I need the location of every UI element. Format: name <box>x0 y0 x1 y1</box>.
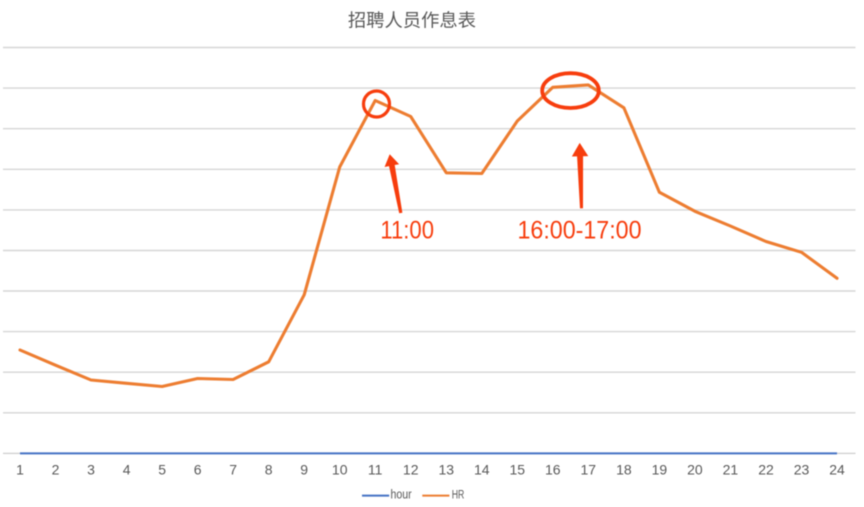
svg-text:6: 6 <box>194 462 202 478</box>
svg-text:4: 4 <box>123 462 131 478</box>
svg-text:20: 20 <box>687 462 703 478</box>
svg-text:24: 24 <box>829 462 845 478</box>
svg-text:15: 15 <box>510 462 526 478</box>
svg-text:3: 3 <box>87 462 95 478</box>
svg-text:10: 10 <box>332 462 348 478</box>
svg-text:hour: hour <box>391 487 412 501</box>
svg-text:14: 14 <box>474 462 490 478</box>
svg-text:5: 5 <box>158 462 166 478</box>
svg-text:16:00-17:00: 16:00-17:00 <box>518 217 642 245</box>
svg-text:8: 8 <box>265 462 273 478</box>
svg-text:11: 11 <box>368 462 383 478</box>
svg-text:11:00: 11:00 <box>380 217 434 245</box>
svg-text:9: 9 <box>300 462 308 478</box>
svg-text:12: 12 <box>403 462 419 478</box>
svg-text:22: 22 <box>758 462 774 478</box>
svg-text:18: 18 <box>616 462 632 478</box>
svg-text:13: 13 <box>439 462 455 478</box>
svg-text:7: 7 <box>229 462 237 478</box>
svg-text:23: 23 <box>794 462 810 478</box>
svg-text:1: 1 <box>16 462 24 478</box>
svg-text:2: 2 <box>52 462 60 478</box>
svg-text:21: 21 <box>723 462 739 478</box>
svg-text:16: 16 <box>545 462 561 478</box>
svg-text:HR: HR <box>452 489 465 501</box>
svg-text:19: 19 <box>652 462 668 478</box>
svg-text:17: 17 <box>581 462 597 478</box>
